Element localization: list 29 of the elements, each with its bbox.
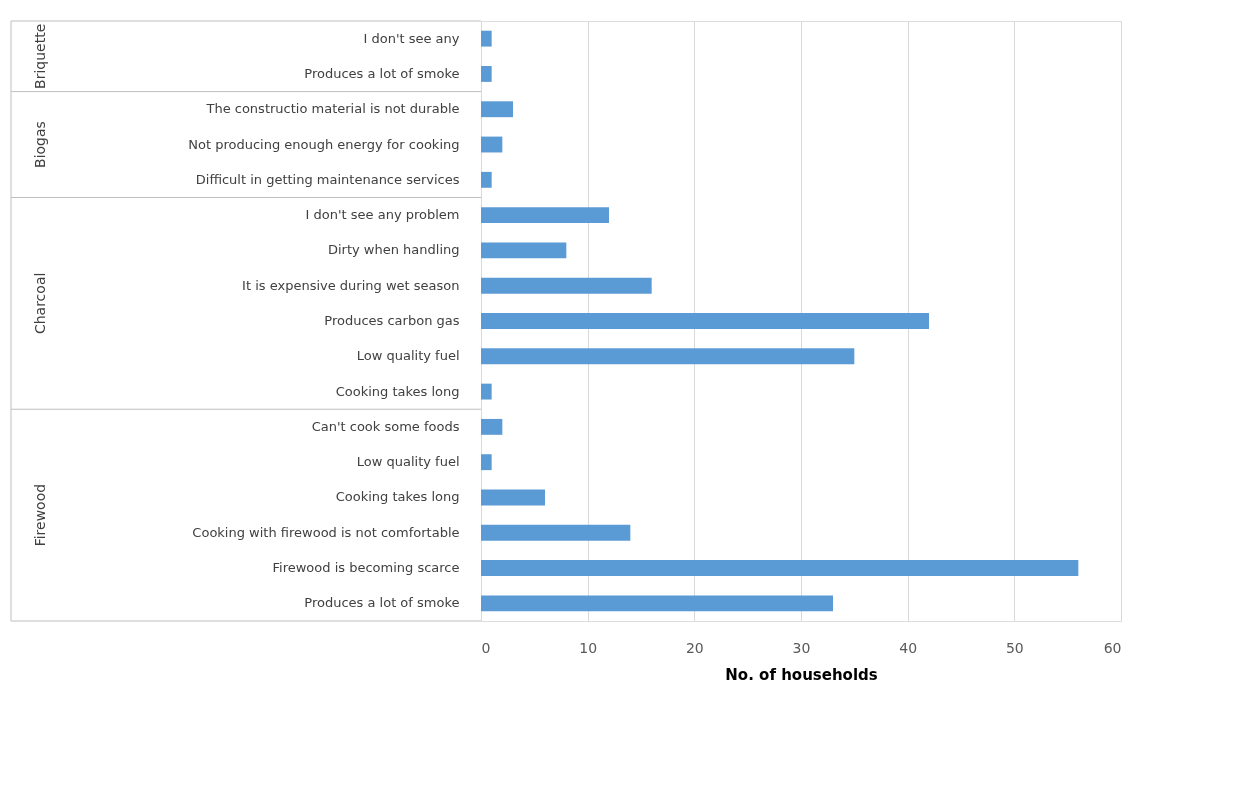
text: Firewood: [32, 483, 48, 547]
x-axis-title: No. of households: [725, 665, 878, 684]
text: Biogas: [32, 121, 48, 168]
x-tick-label: 40: [899, 639, 918, 656]
y-tick-label: Produces a lot of smoke: [304, 595, 460, 611]
y-tick-label: Cooking takes long: [335, 383, 460, 399]
y-tick-label: The constructio material is not durable: [205, 101, 460, 117]
y-tick-label: Can't cook some foods: [311, 418, 460, 434]
y-tick-label: Low quality fuel: [356, 454, 460, 470]
y-tick-label: Not producing enough energy for cooking: [188, 136, 460, 152]
y-tick-label: Firewood is becoming scarce: [272, 560, 460, 576]
y-tick-label: Cooking with firewood is not comfortable: [192, 524, 460, 540]
x-tick-label: 20: [685, 639, 704, 656]
y-tick-label: I don't see any problem: [305, 207, 460, 223]
y-tick-label: I don't see any: [363, 30, 460, 46]
y-tick-label: Dirty when handling: [327, 242, 460, 258]
y-tick-label: Low quality fuel: [356, 348, 460, 364]
y-tick-label: Difficult in getting maintenance services: [195, 171, 460, 187]
x-tick-label: 50: [1005, 639, 1024, 656]
y-tick-label: Produces a lot of smoke: [304, 65, 460, 81]
x-tick-label: 60: [1103, 639, 1122, 656]
x-tick-label: 10: [579, 639, 598, 656]
y-tick-label: Cooking takes long: [335, 489, 460, 505]
x-tick-label: 0: [481, 639, 491, 656]
text: Briquette: [32, 23, 48, 89]
y-tick-label: It is expensive during wet season: [242, 277, 460, 293]
text: Charcoal: [32, 272, 48, 335]
y-tick-label: Produces carbon gas: [324, 313, 460, 328]
x-tick-label: 30: [792, 639, 811, 656]
